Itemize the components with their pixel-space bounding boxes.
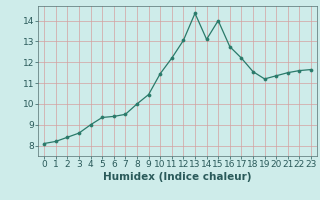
X-axis label: Humidex (Indice chaleur): Humidex (Indice chaleur) [103, 172, 252, 182]
